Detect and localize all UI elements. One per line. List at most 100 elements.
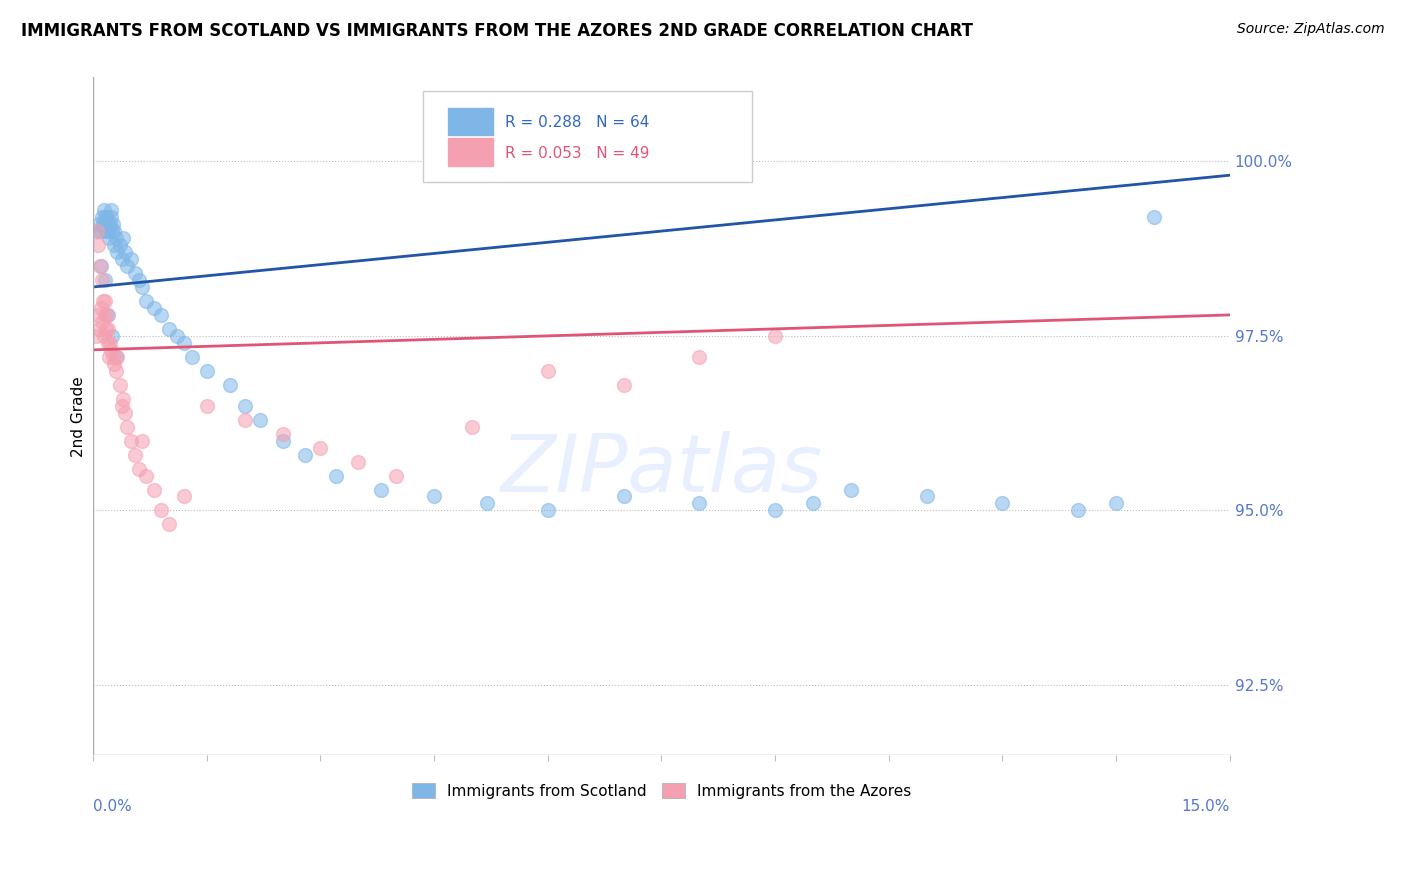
Point (94, 322, 117, 336)
Point (385, 468, 408, 483)
Text: ZIPatlas: ZIPatlas (501, 432, 823, 509)
Text: IMMIGRANTS FROM SCOTLAND VS IMMIGRANTS FROM THE AZORES 2ND GRADE CORRELATION CHA: IMMIGRANTS FROM SCOTLAND VS IMMIGRANTS F… (21, 22, 973, 40)
Point (89, 322, 111, 336)
Point (90, 224, 112, 238)
Point (93, 203, 115, 218)
Point (370, 483, 392, 497)
Point (108, 377, 131, 392)
Point (325, 468, 347, 483)
Point (87, 308, 110, 322)
Point (124, 266, 146, 280)
Point (84, 329, 107, 343)
Point (104, 231, 127, 245)
Point (120, 252, 142, 266)
Point (271, 434, 294, 448)
Point (173, 335, 195, 350)
Text: 15.0%: 15.0% (1181, 799, 1230, 814)
Point (423, 490, 446, 504)
Point (1143, 210, 1166, 224)
Point (107, 350, 129, 364)
Point (195, 364, 218, 378)
Point (128, 461, 150, 475)
Point (180, 350, 202, 364)
Point (98, 231, 121, 245)
Point (93, 210, 115, 224)
Point (915, 490, 938, 504)
Point (97, 308, 120, 322)
Point (111, 399, 134, 413)
Point (117, 259, 139, 273)
Point (294, 448, 316, 462)
Point (477, 496, 499, 510)
Point (461, 419, 484, 434)
Point (100, 203, 122, 218)
Point (91, 293, 114, 308)
Point (93, 308, 115, 322)
Point (98, 350, 121, 364)
Point (839, 483, 862, 497)
Point (101, 224, 124, 238)
Point (537, 503, 560, 517)
Point (93, 329, 115, 343)
Legend: Immigrants from Scotland, Immigrants from the Azores: Immigrants from Scotland, Immigrants fro… (405, 777, 917, 805)
Point (94, 217, 117, 231)
Point (94, 224, 117, 238)
Point (150, 308, 173, 322)
Point (97, 322, 120, 336)
Point (157, 322, 180, 336)
Point (91, 210, 114, 224)
Point (128, 273, 150, 287)
Point (1067, 503, 1090, 517)
Point (173, 490, 195, 504)
Point (157, 517, 180, 532)
Point (87, 238, 110, 252)
Point (97, 335, 120, 350)
Point (114, 406, 136, 420)
Point (763, 503, 786, 517)
Point (124, 448, 146, 462)
Point (101, 217, 124, 231)
Point (111, 252, 134, 266)
Point (101, 350, 124, 364)
Point (97, 224, 120, 238)
Point (166, 329, 188, 343)
Point (104, 364, 127, 378)
Text: R = 0.288   N = 64: R = 0.288 N = 64 (505, 115, 650, 130)
Point (90, 273, 112, 287)
Text: 0.0%: 0.0% (93, 799, 132, 814)
Point (150, 503, 173, 517)
Point (131, 434, 153, 448)
Point (763, 329, 786, 343)
Point (91, 315, 114, 329)
Point (688, 496, 710, 510)
Point (97, 217, 120, 231)
Point (96, 210, 118, 224)
Point (249, 412, 271, 426)
Point (86, 224, 108, 238)
Point (91, 217, 114, 231)
Point (233, 412, 256, 426)
Point (114, 245, 136, 260)
Point (801, 496, 824, 510)
Point (108, 238, 131, 252)
Point (135, 293, 157, 308)
Point (112, 392, 135, 406)
Point (98, 335, 121, 350)
Text: R = 0.053   N = 49: R = 0.053 N = 49 (505, 145, 650, 161)
Bar (447, 138, 494, 166)
Point (195, 399, 218, 413)
Point (309, 441, 332, 455)
Point (537, 364, 560, 378)
Point (101, 329, 124, 343)
Point (131, 280, 153, 294)
Point (90, 259, 112, 273)
Point (271, 426, 294, 441)
Point (104, 350, 127, 364)
Point (96, 308, 118, 322)
Bar (447, 108, 494, 135)
Point (94, 293, 117, 308)
Point (135, 468, 157, 483)
Point (107, 245, 129, 260)
Point (347, 454, 370, 468)
Point (688, 350, 710, 364)
